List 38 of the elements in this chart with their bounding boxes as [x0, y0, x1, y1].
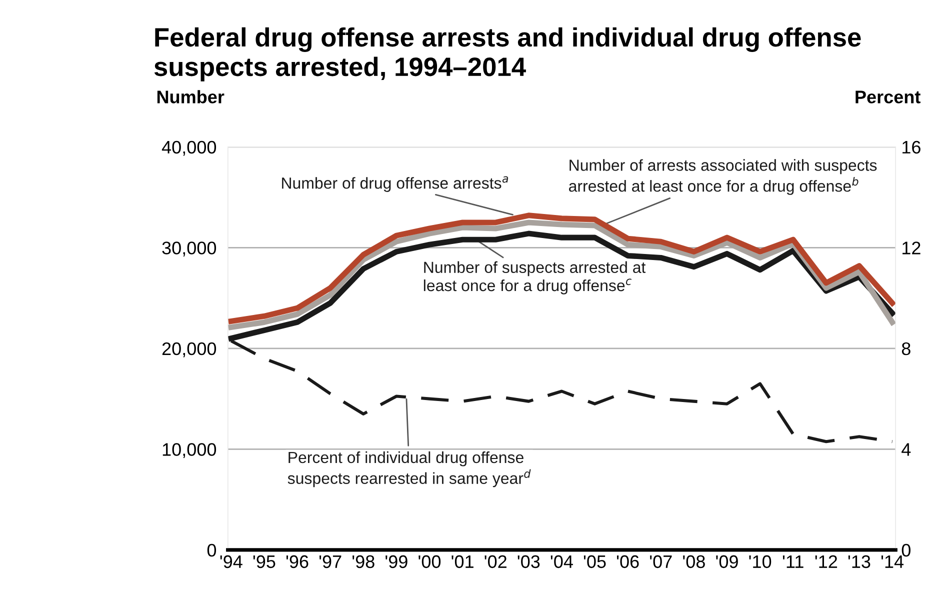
x-tick-label: '97 [319, 555, 342, 568]
x-tick-label: '13 [848, 555, 870, 568]
x-tick-label: '02 [484, 555, 506, 568]
x-tick-label: '99 [386, 555, 408, 568]
x-tick-label: '01 [452, 555, 474, 568]
y2-tick-label: 4 [902, 443, 911, 456]
x-tick-label: '03 [518, 555, 540, 568]
y-tick-label: 10,000 [162, 443, 216, 458]
x-tick-label: '96 [286, 555, 308, 568]
x-tick-label: '06 [616, 555, 639, 568]
y2-tick-label: 16 [902, 140, 920, 154]
series-label: Number of drug offense arrests$^{a}$ [282, 176, 508, 192]
x-tick-label: '09 [716, 555, 738, 568]
x-tick-label: '14 [881, 555, 904, 568]
y-tick-label: 0 [207, 544, 216, 557]
x-tick-label: '05 [584, 555, 606, 568]
x-tick-label: '07 [650, 555, 672, 568]
y-tick-label: 40,000 [162, 140, 216, 156]
x-tick-label: '11 [782, 555, 804, 568]
x-tick-label: '98 [352, 555, 374, 568]
series-label: Number of arrests associated with suspects arrested at least once for a drug offense$^{b}$ [569, 159, 877, 195]
y2-tick-label: 12 [902, 242, 920, 254]
y-tick-label: 20,000 [162, 342, 216, 358]
y2-axis-title: Percent [856, 90, 920, 104]
x-tick-label: '12 [815, 555, 838, 568]
x-tick-label: '04 [550, 555, 573, 568]
chart-title: Federal drug offense arrests and individual drug offense suspects arrested, 1994–2014 [154, 27, 861, 82]
x-tick-label: '94 [220, 555, 242, 568]
y2-tick-label: 8 [902, 342, 910, 356]
y-tick-label: 30,000 [162, 242, 216, 257]
x-tick-label: '08 [683, 555, 705, 568]
x-tick-label: '00 [418, 555, 441, 568]
text: Percent of individual drug offense suspects rearrested in same year$^{d}$ [288, 451, 531, 488]
y2-tick-label: 0 [902, 544, 910, 557]
x-tick-label: '10 [749, 555, 772, 568]
series-label: Number of suspects arrested at least once for a drug offense$^{c}$ [424, 261, 646, 294]
y-axis-title: Number [157, 90, 224, 104]
x-tick-label: '95 [253, 555, 276, 568]
